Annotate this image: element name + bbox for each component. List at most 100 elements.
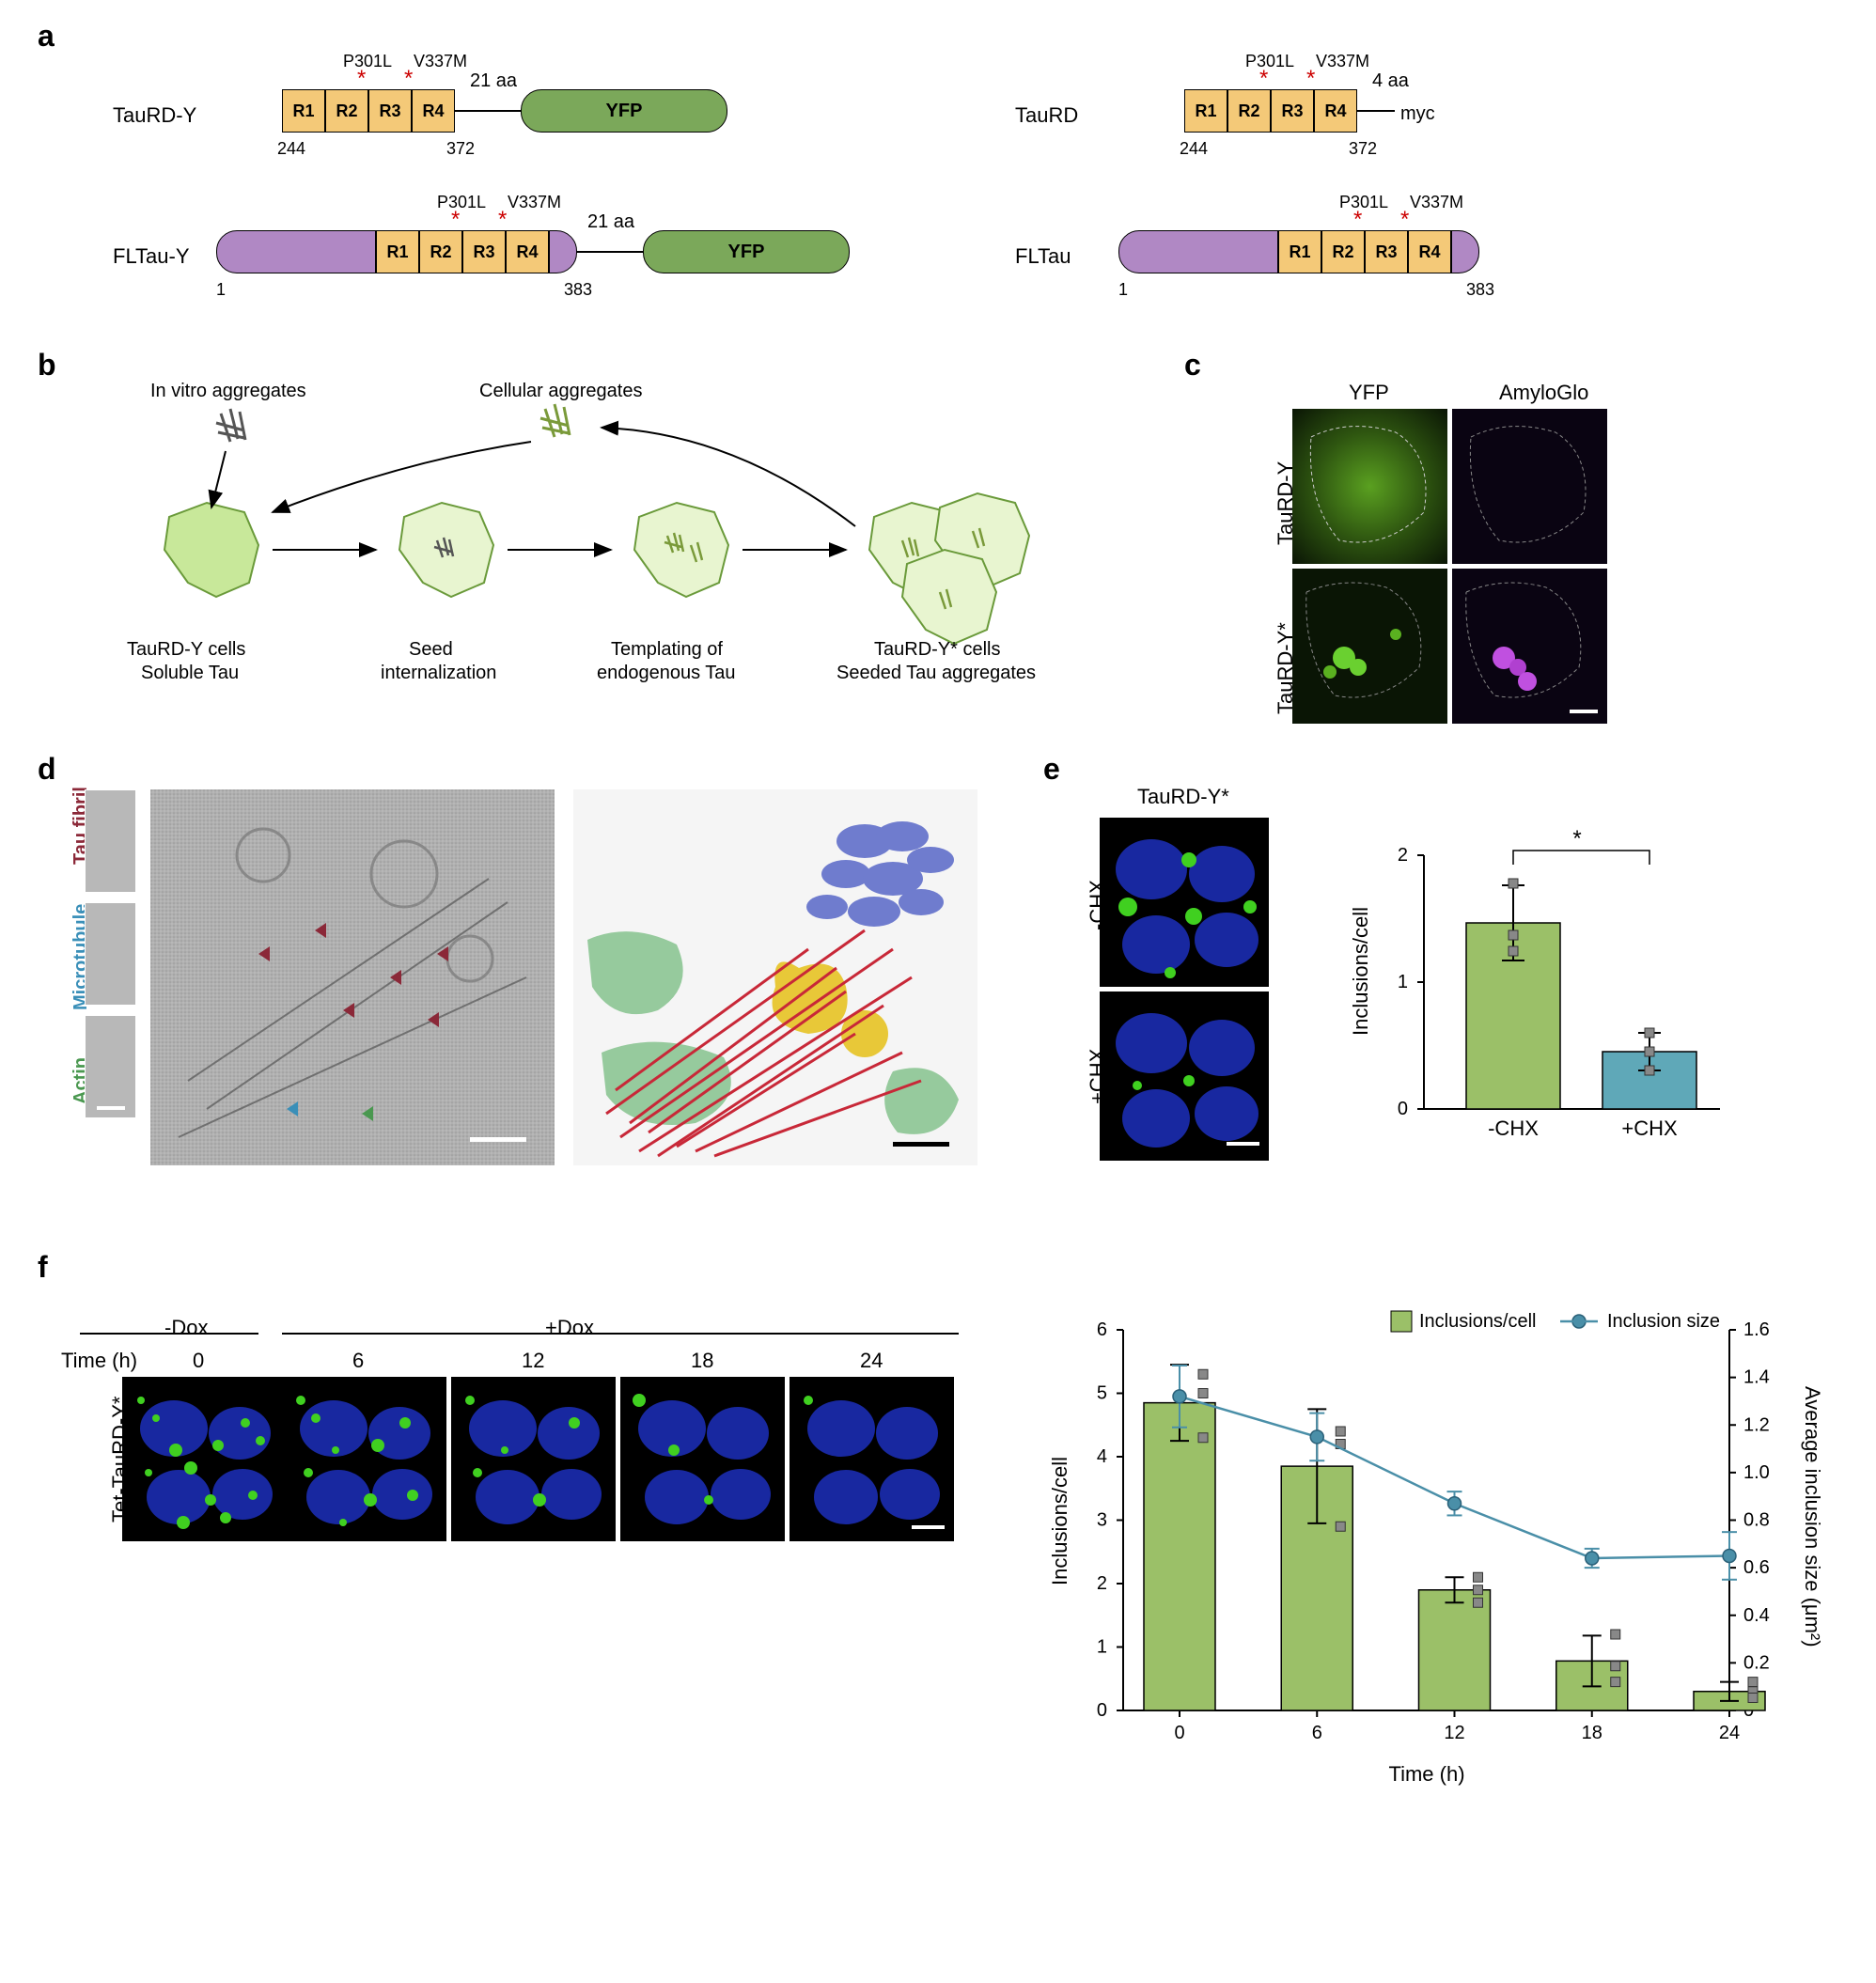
svg-text:0: 0 xyxy=(1174,1723,1184,1743)
mutation-p301l: P301L xyxy=(437,193,486,212)
panel-e-label: e xyxy=(1043,752,1060,787)
yfp-tag: YFP xyxy=(521,89,727,133)
label-plus-chx: +CHX xyxy=(1086,1049,1110,1104)
micro-yfp-agg xyxy=(1292,569,1447,724)
star-icon: * xyxy=(1306,66,1315,92)
pos-start: 244 xyxy=(1180,139,1208,159)
micro-amylo-agg xyxy=(1452,569,1607,724)
panel-c-label: c xyxy=(1184,348,1201,383)
label-plus-dox: +Dox xyxy=(545,1316,594,1340)
repeat-r4: R4 xyxy=(1408,230,1451,273)
svg-text:18: 18 xyxy=(1582,1723,1602,1743)
pos-start: 1 xyxy=(1118,280,1128,300)
repeat-r3: R3 xyxy=(368,89,412,133)
star-icon: * xyxy=(1259,66,1268,92)
svg-text:3: 3 xyxy=(1097,1510,1107,1531)
svg-text:24: 24 xyxy=(1719,1723,1740,1743)
svg-text:0.6: 0.6 xyxy=(1743,1557,1770,1578)
svg-text:Time (h): Time (h) xyxy=(1388,1762,1464,1786)
myc-tag: myc xyxy=(1400,103,1435,125)
svg-text:1.6: 1.6 xyxy=(1743,1319,1770,1340)
repeat-r3: R3 xyxy=(462,230,506,273)
construct-fltau-name: FLTau xyxy=(1015,244,1071,269)
repeat-r1: R1 xyxy=(282,89,325,133)
micro-timepoint xyxy=(451,1377,616,1541)
timepoint-label: 18 xyxy=(691,1349,713,1373)
ylabel-right: Average inclusion size (μm²) xyxy=(1800,1386,1824,1647)
svg-text:0.2: 0.2 xyxy=(1743,1652,1770,1673)
plus-dox-line xyxy=(282,1333,959,1335)
linker-label: 4 aa xyxy=(1372,70,1409,92)
star-icon: * xyxy=(451,207,460,233)
panel-e-title: TauRD-Y* xyxy=(1137,785,1229,809)
svg-text:6: 6 xyxy=(1312,1723,1322,1743)
timepoint-label: 12 xyxy=(522,1349,544,1373)
micro-minus-chx xyxy=(1100,818,1269,987)
col-amyloglo: AmyloGlo xyxy=(1499,381,1588,405)
micro-plus-chx xyxy=(1100,992,1269,1161)
panel-d-label: d xyxy=(38,752,56,787)
yfp-tag: YFP xyxy=(643,230,850,273)
panel-b-label: b xyxy=(38,348,56,383)
label-step1a: TauRD-Y cells xyxy=(127,639,245,661)
repeat-r2: R2 xyxy=(325,89,368,133)
col-yfp: YFP xyxy=(1349,381,1389,405)
segmentation-3d xyxy=(573,789,977,1165)
mutation-p301l: P301L xyxy=(1339,193,1388,212)
label-invitro: In vitro aggregates xyxy=(150,381,306,402)
micro-yfp-soluble xyxy=(1292,409,1447,564)
svg-text:1: 1 xyxy=(1097,1637,1107,1658)
label-minus-dox: -Dox xyxy=(164,1316,208,1340)
cryo-inset-actin xyxy=(85,1015,136,1118)
linker xyxy=(1357,110,1395,112)
panel-a-label: a xyxy=(38,19,55,54)
star-icon: * xyxy=(1400,207,1409,233)
svg-text:12: 12 xyxy=(1444,1723,1464,1743)
n-flank xyxy=(216,230,376,273)
scalebar xyxy=(97,1106,125,1110)
timepoint-label: 6 xyxy=(352,1349,364,1373)
star-icon: * xyxy=(357,66,366,92)
pos-end: 372 xyxy=(446,139,475,159)
pos-start: 244 xyxy=(277,139,305,159)
c-flank xyxy=(549,230,577,273)
repeat-r3: R3 xyxy=(1271,89,1314,133)
svg-text:0.4: 0.4 xyxy=(1743,1605,1770,1626)
construct-fltau-diagram: R1 R2 R3 R4 xyxy=(1118,230,1479,273)
construct-taurd-y-diagram: R1 R2 R3 R4 YFP xyxy=(282,89,727,133)
repeat-r1: R1 xyxy=(376,230,419,273)
micro-timepoint xyxy=(620,1377,785,1541)
mutation-v337m: V337M xyxy=(1410,193,1463,212)
svg-text:5: 5 xyxy=(1097,1383,1107,1404)
timepoint-label: 24 xyxy=(860,1349,883,1373)
label-step4b: Seeded Tau aggregates xyxy=(836,663,1036,684)
svg-text:1.4: 1.4 xyxy=(1743,1367,1770,1388)
n-flank xyxy=(1118,230,1278,273)
mutation-v337m: V337M xyxy=(1316,52,1369,71)
construct-fltau-y-name: FLTau-Y xyxy=(113,244,190,269)
label-cellular: Cellular aggregates xyxy=(479,381,642,402)
micro-timepoint xyxy=(122,1377,287,1541)
svg-text:2: 2 xyxy=(1097,1573,1107,1594)
construct-taurd-name: TauRD xyxy=(1015,103,1078,128)
star-icon: * xyxy=(1353,207,1362,233)
label-step2b: internalization xyxy=(381,663,496,684)
pos-end: 383 xyxy=(564,280,592,300)
repeat-r4: R4 xyxy=(1314,89,1357,133)
pos-start: 1 xyxy=(216,280,226,300)
construct-taurd-y-name: TauRD-Y xyxy=(113,103,196,128)
panel-f-label: f xyxy=(38,1250,48,1285)
svg-text:Inclusions/cell: Inclusions/cell xyxy=(1419,1311,1537,1332)
svg-text:4: 4 xyxy=(1097,1446,1107,1467)
mutation-v337m: V337M xyxy=(414,52,467,71)
micro-amylo-soluble xyxy=(1452,409,1607,564)
svg-text:0: 0 xyxy=(1097,1700,1107,1721)
svg-text:0: 0 xyxy=(1398,1099,1408,1119)
svg-text:1.0: 1.0 xyxy=(1743,1462,1770,1483)
panel-f-chart: Inclusions/cell Inclusion size Time (h) … xyxy=(1034,1278,1852,1804)
repeat-r3: R3 xyxy=(1365,230,1408,273)
label-step3a: Templating of xyxy=(611,639,723,661)
pos-end: 383 xyxy=(1466,280,1494,300)
svg-text:2: 2 xyxy=(1398,845,1408,866)
ylabel: Inclusions/cell xyxy=(1349,907,1373,1036)
